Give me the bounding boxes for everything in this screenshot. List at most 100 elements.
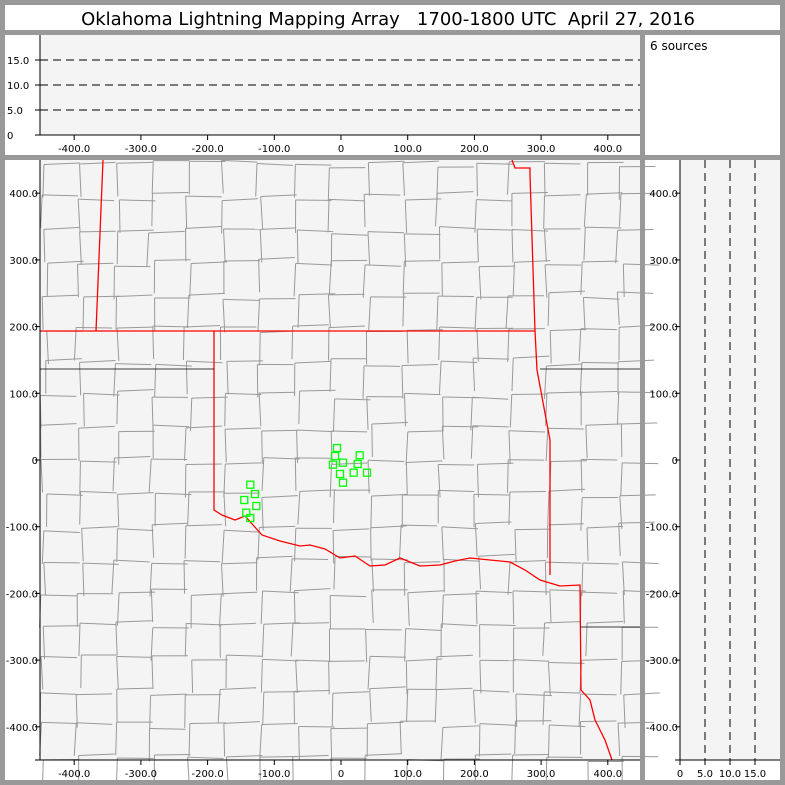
x-tick-label: 0 — [338, 769, 344, 780]
county-line — [544, 264, 548, 298]
county-line — [112, 457, 115, 492]
county-line — [298, 391, 301, 425]
lightning-source-marker — [349, 468, 358, 477]
county-line — [116, 391, 119, 425]
county-line — [262, 658, 299, 662]
county-line — [78, 753, 115, 757]
county-line — [292, 324, 329, 327]
county-line — [328, 260, 332, 294]
county-line — [183, 427, 187, 461]
county-line — [441, 360, 478, 364]
x-tick-label: -300.0 — [125, 769, 157, 780]
state-borders — [40, 159, 640, 761]
county-line — [115, 622, 118, 656]
county-line — [618, 721, 655, 724]
county-line — [546, 363, 583, 367]
county-line — [293, 164, 296, 198]
x-tick-label: 0 — [338, 144, 344, 155]
county-line — [116, 327, 120, 361]
county-line — [115, 722, 118, 756]
county-line — [476, 163, 478, 197]
county-line — [224, 393, 226, 427]
county-line — [189, 398, 193, 432]
county-line — [116, 687, 153, 690]
county-line — [621, 659, 658, 663]
county-line — [293, 590, 296, 624]
county-line — [618, 523, 621, 557]
county-line — [544, 194, 581, 197]
county-line — [153, 424, 190, 428]
county-line — [117, 389, 154, 392]
lightning-source-marker — [240, 495, 249, 505]
county-line — [43, 530, 80, 533]
county-line — [80, 460, 117, 463]
county-line — [479, 660, 482, 694]
county-line — [402, 293, 405, 327]
county-line — [111, 560, 115, 594]
county-line — [117, 528, 154, 531]
county-line — [223, 721, 260, 724]
county-line — [470, 397, 473, 431]
lightning-source-marker — [353, 459, 362, 469]
county-line — [581, 658, 618, 661]
county-line — [371, 589, 374, 623]
county-line — [43, 162, 80, 165]
county-line — [261, 624, 265, 658]
county-line — [327, 294, 331, 328]
county-line — [41, 655, 78, 659]
x-tick-label: 400.0 — [593, 144, 622, 155]
y-tick-label: 100.0 — [649, 389, 678, 400]
county-line — [80, 490, 117, 494]
county-line — [154, 753, 191, 756]
county-line — [438, 326, 441, 361]
county-line — [476, 590, 513, 594]
county-line — [333, 556, 336, 590]
county-line — [405, 628, 442, 632]
county-line — [256, 555, 293, 559]
county-line — [508, 430, 511, 464]
county-line — [367, 231, 371, 265]
county-line — [79, 161, 116, 165]
county-line — [544, 621, 581, 624]
county-line — [470, 425, 474, 459]
county-line — [620, 462, 623, 496]
county-line — [475, 591, 478, 625]
county-line — [616, 391, 620, 425]
county-line — [475, 521, 512, 525]
county-line — [77, 262, 114, 265]
county-line — [115, 620, 152, 623]
county-lines — [39, 159, 660, 785]
county-line — [115, 758, 118, 785]
county-line — [79, 622, 117, 626]
county-line — [434, 689, 437, 723]
county-line — [402, 162, 406, 196]
x-tick-label: -400.0 — [58, 769, 90, 780]
y-tick-label: -300.0 — [6, 656, 38, 667]
county-line — [223, 723, 226, 757]
county-line — [113, 559, 150, 563]
lightning-source-marker — [330, 451, 340, 461]
county-line — [407, 592, 410, 626]
county-line — [257, 527, 260, 561]
county-line — [478, 553, 515, 557]
x-tick-label: -100.0 — [258, 144, 290, 155]
county-line — [43, 625, 80, 627]
county-line — [443, 558, 480, 562]
red-river-border — [213, 331, 613, 761]
county-line — [332, 398, 336, 432]
county-line — [330, 594, 367, 598]
county-line — [43, 229, 46, 263]
axes: -400.0 -300.0 -200.0 -100.0 0 100.0 200.0 300.0… — [6, 35, 780, 780]
county-line — [403, 393, 406, 427]
county-line — [549, 724, 586, 728]
county-line — [151, 655, 154, 689]
county-line — [259, 756, 296, 758]
county-line — [116, 161, 153, 164]
x-tick-label: -100.0 — [258, 769, 290, 780]
county-line — [439, 326, 476, 329]
county-line — [224, 529, 261, 533]
county-line — [621, 422, 658, 425]
county-line — [548, 290, 585, 294]
county-line — [152, 191, 189, 194]
